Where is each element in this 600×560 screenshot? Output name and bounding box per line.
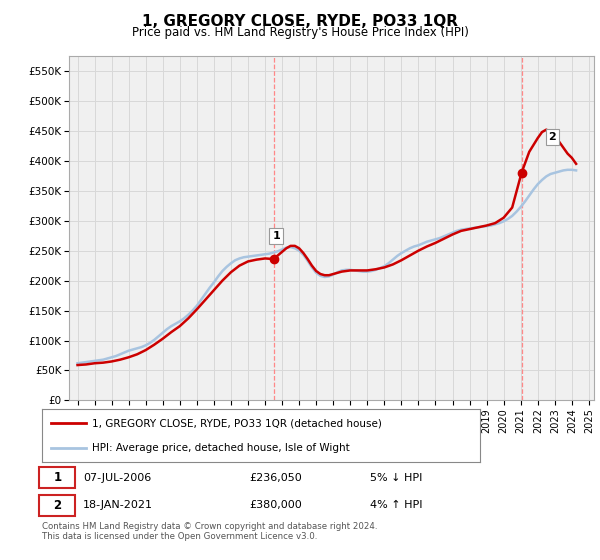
- FancyBboxPatch shape: [39, 467, 76, 488]
- Text: 4% ↑ HPI: 4% ↑ HPI: [370, 500, 422, 510]
- Text: Price paid vs. HM Land Registry's House Price Index (HPI): Price paid vs. HM Land Registry's House …: [131, 26, 469, 39]
- Text: HPI: Average price, detached house, Isle of Wight: HPI: Average price, detached house, Isle…: [92, 442, 350, 452]
- Text: 1: 1: [53, 471, 61, 484]
- Text: 07-JUL-2006: 07-JUL-2006: [83, 473, 151, 483]
- Text: 18-JAN-2021: 18-JAN-2021: [83, 500, 153, 510]
- FancyBboxPatch shape: [39, 494, 76, 516]
- Text: £380,000: £380,000: [250, 500, 302, 510]
- Text: 5% ↓ HPI: 5% ↓ HPI: [370, 473, 422, 483]
- Text: Contains HM Land Registry data © Crown copyright and database right 2024.
This d: Contains HM Land Registry data © Crown c…: [42, 522, 377, 542]
- Text: £236,050: £236,050: [250, 473, 302, 483]
- Text: 1, GREGORY CLOSE, RYDE, PO33 1QR (detached house): 1, GREGORY CLOSE, RYDE, PO33 1QR (detach…: [92, 418, 382, 428]
- Text: 1: 1: [272, 231, 280, 241]
- Text: 2: 2: [53, 499, 61, 512]
- Text: 1, GREGORY CLOSE, RYDE, PO33 1QR: 1, GREGORY CLOSE, RYDE, PO33 1QR: [142, 14, 458, 29]
- Text: 2: 2: [548, 132, 556, 142]
